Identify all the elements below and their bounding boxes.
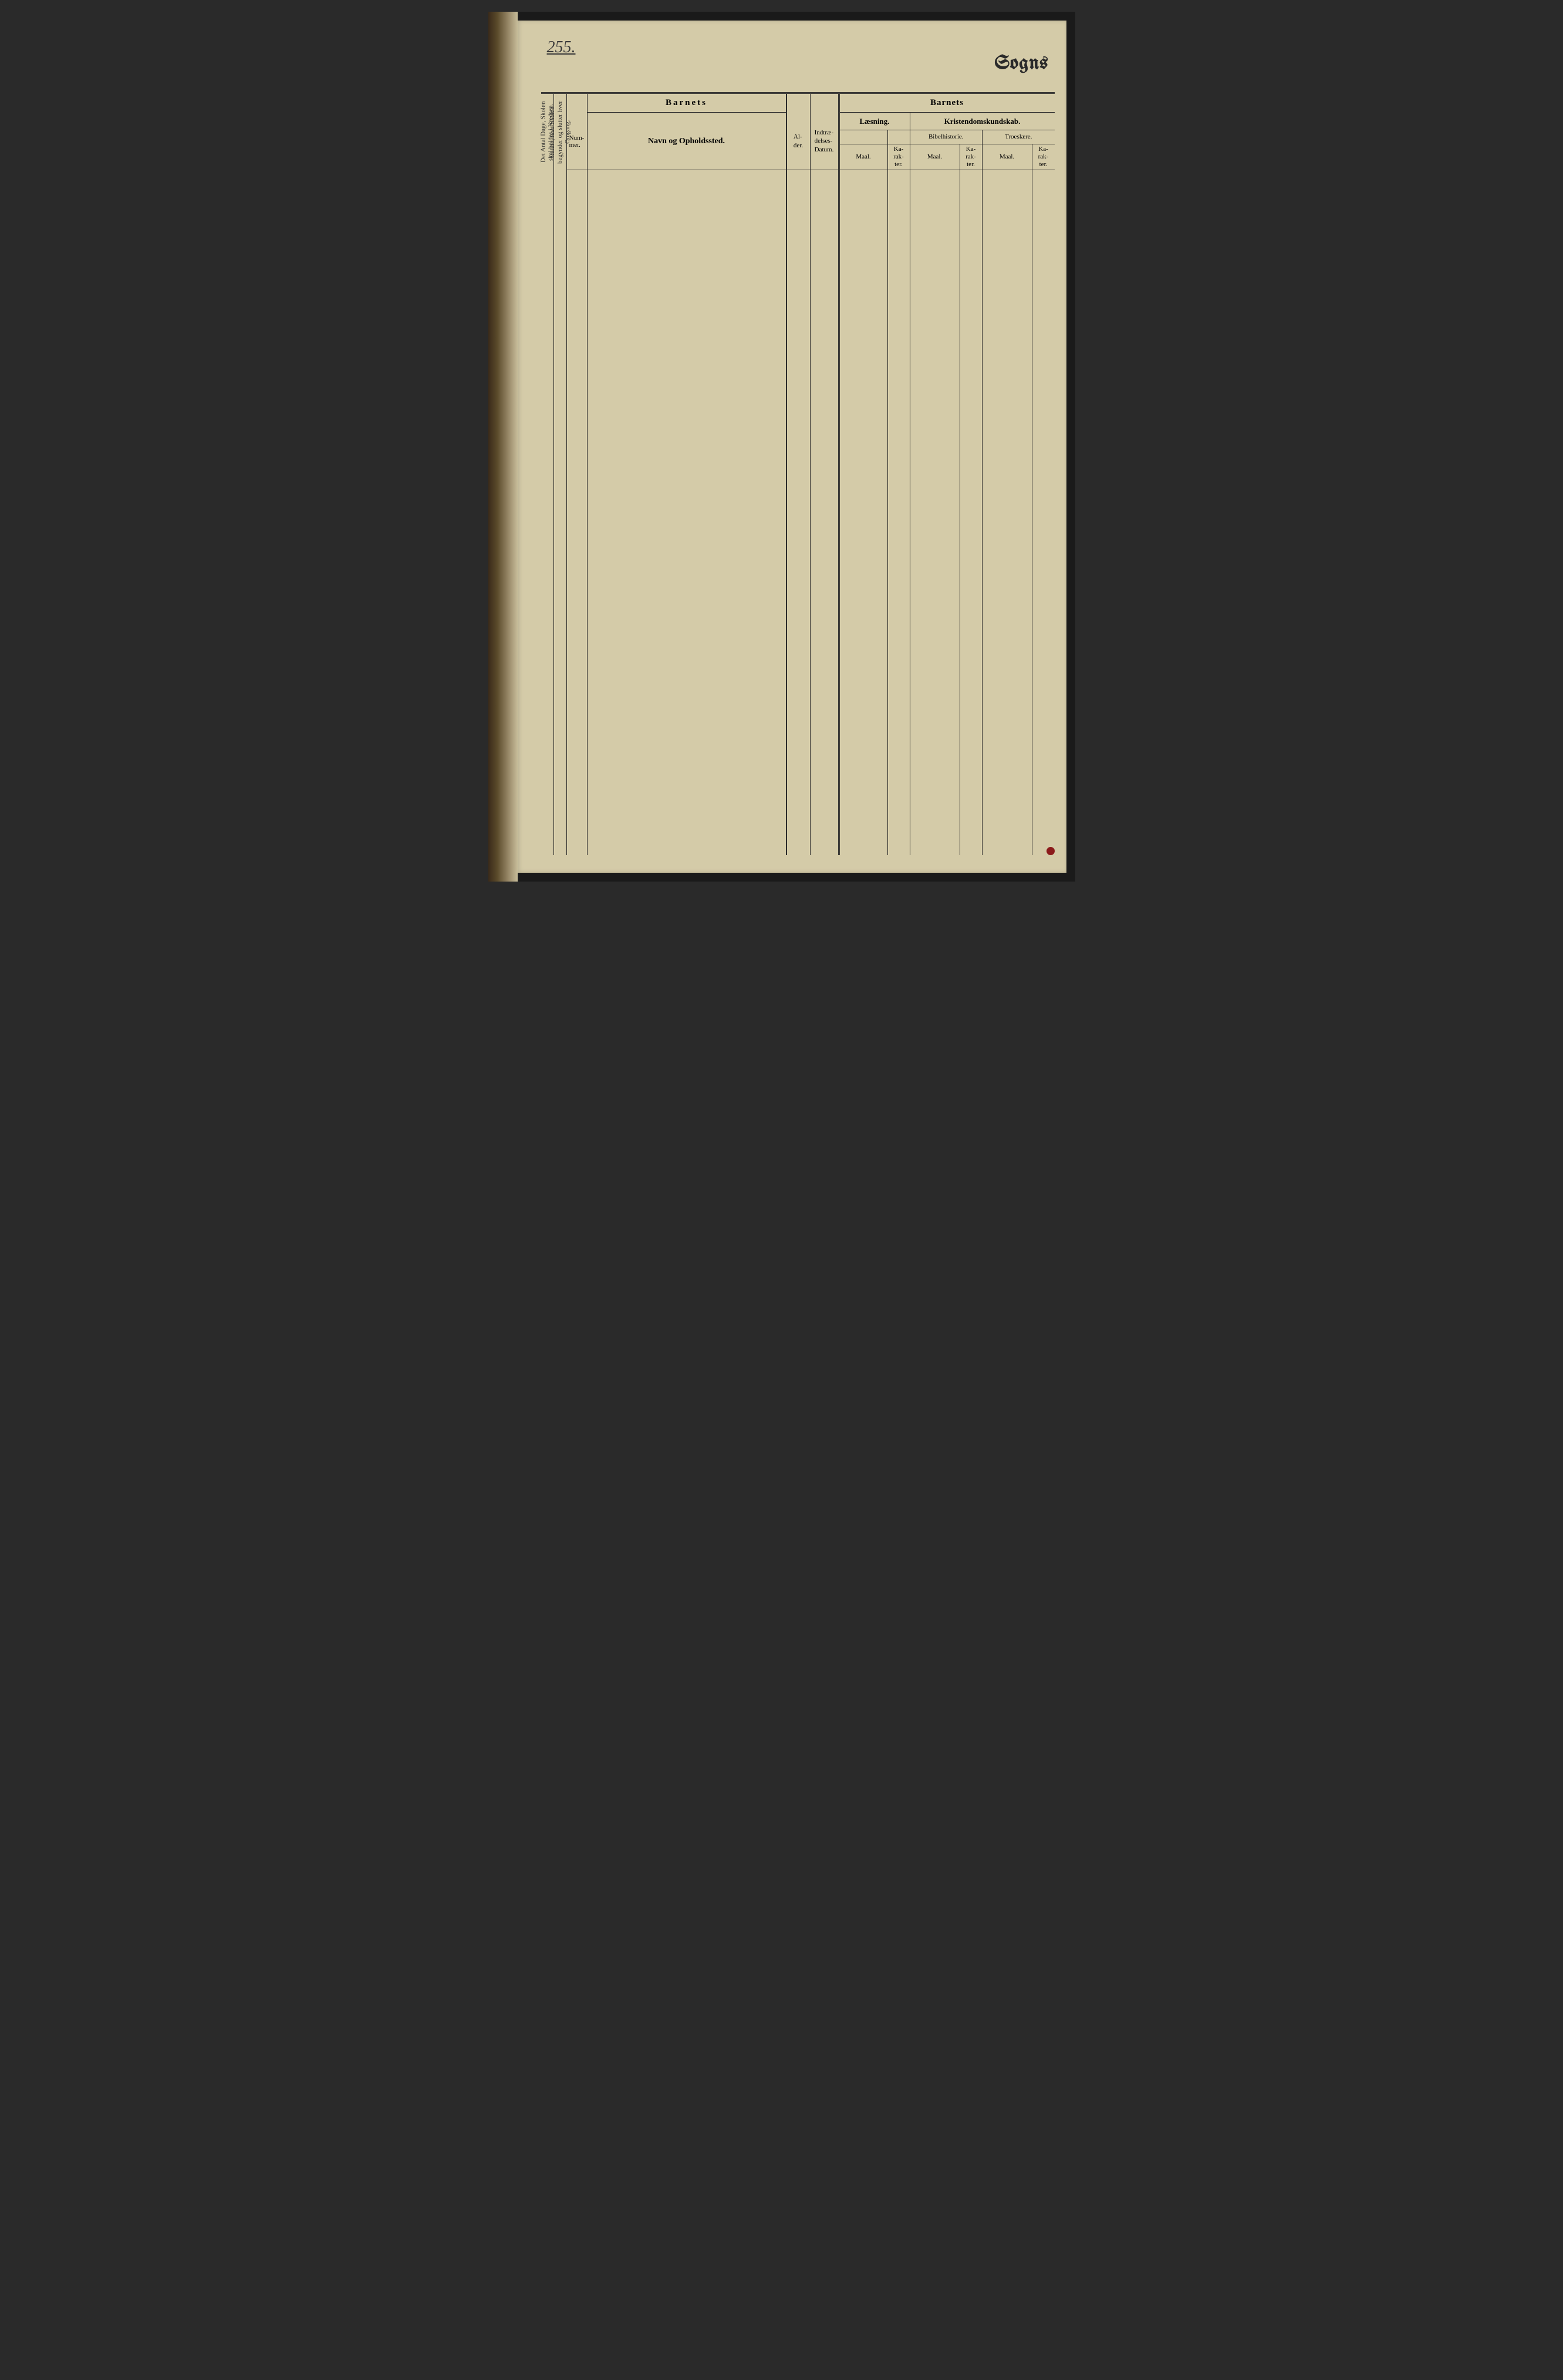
header-bibel-karakter: Ka- rak- ter. [960,144,983,170]
body-troes-maal [983,170,1032,855]
body-troes-kar [1032,170,1055,855]
header-laesning-maal: Maal. [840,144,888,170]
header-row-subsubjects: Bibelhistorie. Troeslære. [840,130,1055,144]
col-indtrae: Indtræ- delses- Datum. [811,94,840,855]
col-antal-dage: Det Antal Dage, Skolen skal holdes i Kre… [541,94,554,855]
col-nummer: Num- mer. [567,94,588,855]
body-bibel-maal [910,170,960,855]
header-troeslaere: Troeslære. [983,130,1055,144]
body-laesning-kar [888,170,910,855]
red-mark [1046,847,1055,855]
header-row-subjects: Læsning. Kristendomskundskab. [840,113,1055,130]
col-navn: Barnets Navn og Opholdssted. [588,94,787,855]
spacer-laesning-maal [840,130,888,144]
header-datum-skolen: Datum, naar Skolen begynder og slutter h… [554,94,566,170]
right-section: Barnets Læsning. Kristendomskundskab. Bi… [840,94,1055,855]
col-alder: Al- der. [787,94,811,855]
header-row-maal-kar: Maal. Ka- rak- ter. Maal. Ka- rak- ter. … [840,144,1055,170]
header-indtrae: Indtræ- delses- Datum. [811,113,838,170]
header-laesning-karakter: Ka- rak- ter. [888,144,910,170]
book-spine [488,12,518,882]
col-datum-skolen: Datum, naar Skolen begynder og slutter h… [554,94,567,855]
header-laesning: Læsning. [840,113,910,130]
ledger-page: 255. Sogns Det Antal Dage, Skolen skal h… [518,21,1066,873]
right-body [840,170,1055,855]
header-alder: Al- der. [787,113,810,170]
header-troes-maal: Maal. [983,144,1032,170]
header-kristendom: Kristendomskundskab. [910,113,1055,130]
body-laesning-maal [840,170,888,855]
header-barnets-right: Barnets [840,94,1055,113]
header-navn: Navn og Opholdssted. [588,113,786,170]
spacer-laesning-kar [888,130,910,144]
page-title: Sogns [995,53,1049,74]
page-number: 255. [547,38,1055,57]
header-troes-karakter: Ka- rak- ter. [1032,144,1055,170]
header-bibelhistorie: Bibelhistorie. [910,130,983,144]
header-barnets-left: Barnets [588,94,786,113]
header-bibel-maal: Maal. [910,144,960,170]
register-table: Det Antal Dage, Skolen skal holdes i Kre… [541,92,1055,855]
body-bibel-kar [960,170,983,855]
book-frame: 255. Sogns Det Antal Dage, Skolen skal h… [488,12,1075,882]
